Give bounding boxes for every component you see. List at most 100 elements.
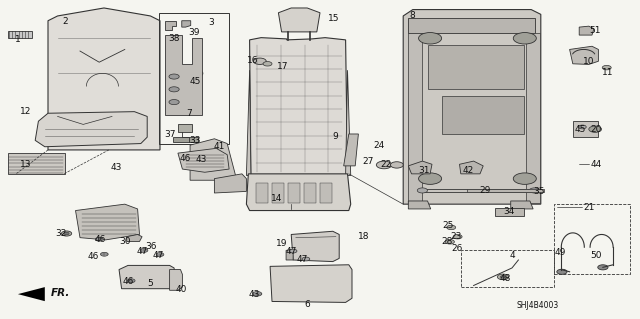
Text: 11: 11	[602, 68, 614, 77]
Text: 21: 21	[583, 204, 595, 212]
Bar	[8, 31, 32, 38]
Circle shape	[100, 252, 108, 256]
Bar	[256, 183, 268, 203]
Circle shape	[289, 249, 297, 253]
Bar	[408, 18, 535, 33]
Text: 24: 24	[373, 141, 385, 150]
Text: 20: 20	[591, 125, 602, 134]
Bar	[526, 33, 540, 203]
Text: 3: 3	[209, 18, 214, 27]
Text: 17: 17	[277, 62, 289, 70]
Text: 35: 35	[534, 187, 545, 196]
Bar	[495, 208, 524, 216]
Polygon shape	[286, 249, 293, 260]
Polygon shape	[119, 265, 176, 289]
Text: 30: 30	[119, 237, 131, 246]
Text: 27: 27	[362, 157, 374, 166]
Text: 51: 51	[589, 26, 601, 35]
Polygon shape	[403, 10, 541, 204]
Text: 44: 44	[591, 160, 602, 169]
Circle shape	[140, 249, 148, 252]
Text: 25: 25	[442, 221, 454, 230]
Polygon shape	[246, 174, 351, 211]
Polygon shape	[173, 137, 198, 142]
Circle shape	[61, 231, 72, 236]
Text: 38: 38	[168, 34, 180, 43]
Polygon shape	[214, 174, 246, 193]
Circle shape	[376, 161, 392, 169]
Text: 2: 2	[63, 17, 68, 26]
Polygon shape	[170, 270, 182, 290]
Circle shape	[191, 71, 199, 75]
Text: 46: 46	[122, 277, 134, 286]
Circle shape	[598, 265, 608, 270]
Text: 41: 41	[214, 142, 225, 151]
Bar	[408, 33, 422, 203]
Polygon shape	[178, 148, 229, 172]
Text: 32: 32	[56, 229, 67, 238]
Text: 6: 6	[305, 300, 310, 309]
Text: 37: 37	[164, 130, 175, 139]
Text: 12: 12	[20, 107, 31, 115]
Text: 43: 43	[195, 155, 207, 164]
Polygon shape	[178, 124, 192, 132]
Text: 46: 46	[95, 235, 106, 244]
Polygon shape	[48, 8, 160, 150]
Text: 50: 50	[591, 251, 602, 260]
Circle shape	[169, 74, 179, 79]
Text: 34: 34	[503, 207, 515, 216]
Text: 33: 33	[189, 137, 201, 145]
Circle shape	[95, 237, 103, 241]
Text: FR.: FR.	[51, 288, 70, 298]
Text: 23: 23	[451, 232, 462, 241]
Text: 22: 22	[380, 160, 392, 169]
Circle shape	[263, 62, 272, 66]
Circle shape	[513, 173, 536, 184]
Polygon shape	[278, 8, 320, 32]
Circle shape	[557, 269, 567, 274]
Text: 46: 46	[88, 252, 99, 261]
Text: 29: 29	[479, 186, 491, 195]
Circle shape	[390, 162, 403, 168]
Circle shape	[497, 274, 509, 280]
Text: 10: 10	[583, 57, 595, 66]
Circle shape	[169, 100, 179, 105]
Text: 43: 43	[110, 163, 122, 172]
Text: 19: 19	[276, 239, 287, 248]
Bar	[304, 183, 316, 203]
Text: 4: 4	[509, 251, 515, 260]
Text: 39: 39	[188, 28, 200, 37]
Circle shape	[445, 240, 454, 244]
Circle shape	[253, 58, 266, 64]
Text: 8: 8	[410, 11, 415, 20]
Circle shape	[64, 232, 69, 235]
Polygon shape	[165, 35, 202, 115]
Circle shape	[253, 292, 262, 296]
Bar	[461, 250, 554, 287]
Text: 40: 40	[175, 285, 187, 294]
Polygon shape	[428, 45, 524, 89]
Text: 5: 5	[148, 279, 153, 288]
Text: 36: 36	[145, 242, 157, 251]
Polygon shape	[18, 287, 45, 301]
Circle shape	[417, 188, 428, 193]
Polygon shape	[291, 231, 339, 262]
Text: 15: 15	[328, 14, 340, 23]
Polygon shape	[127, 234, 142, 241]
Text: 42: 42	[463, 166, 474, 175]
Polygon shape	[408, 161, 432, 174]
Text: 45: 45	[574, 125, 586, 134]
Text: 43: 43	[249, 290, 260, 299]
Text: 13: 13	[20, 160, 31, 169]
Circle shape	[500, 276, 506, 278]
Bar	[573, 121, 598, 137]
Circle shape	[447, 225, 456, 230]
Text: 45: 45	[189, 78, 201, 86]
Circle shape	[513, 33, 536, 44]
Bar	[320, 183, 332, 203]
Polygon shape	[270, 265, 352, 302]
Polygon shape	[182, 21, 191, 27]
Text: 47: 47	[285, 247, 297, 256]
Circle shape	[419, 33, 442, 44]
Circle shape	[529, 188, 540, 193]
